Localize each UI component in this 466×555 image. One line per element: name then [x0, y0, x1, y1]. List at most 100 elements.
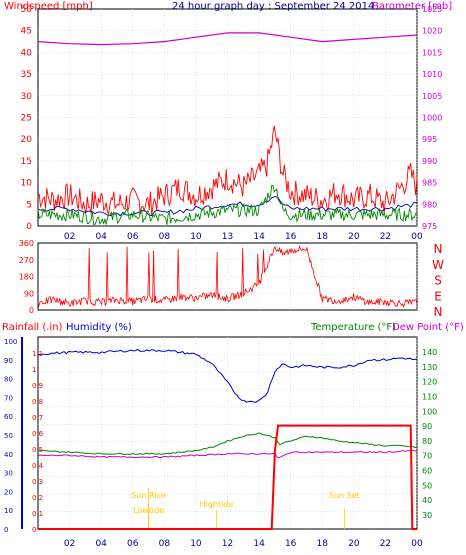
climate-x-tick: 02: [64, 539, 75, 549]
wind-y-tick: 25: [21, 114, 32, 124]
annotation-label: Sun Set: [329, 491, 360, 500]
compass-label: S: [434, 274, 442, 288]
wind-y-tick: 20: [21, 135, 33, 145]
climate-x-tick: 18: [317, 539, 329, 549]
baro-y-tick: 1010: [422, 70, 442, 79]
temp-y-tick: 140: [422, 348, 437, 357]
wind-x-tick: 00: [411, 232, 423, 242]
compass-label: N: [434, 305, 443, 319]
wind-x-tick: 18: [317, 232, 329, 242]
wind-x-tick: 04: [95, 232, 107, 242]
wind-x-tick: 20: [348, 232, 360, 242]
wind-x-tick: 13: [222, 232, 233, 242]
wind-x-tick: 14: [253, 232, 265, 242]
baro-y-tick: 980: [422, 200, 437, 209]
baro-y-tick: 1005: [422, 92, 442, 101]
humidity-y-tick: 20: [4, 488, 13, 496]
direction-y-tick: 270: [19, 256, 34, 265]
climate-x-tick: 06: [127, 539, 139, 549]
temp-y-tick: 50: [422, 481, 432, 490]
dewpoint-label: Dew Point (°F): [392, 322, 464, 333]
temp-y-tick: 130: [422, 363, 437, 372]
baro-y-tick: 975: [422, 222, 437, 231]
wind-y-tick: 5: [26, 200, 32, 210]
humidity-y-tick: 70: [4, 394, 13, 402]
wind-label: Windspeed [mph]: [4, 1, 93, 12]
temp-y-tick: 40: [422, 496, 432, 505]
humidity-y-tick: 30: [4, 470, 13, 478]
series-temperature: [37, 432, 418, 455]
graph-title: 24 hour graph day : September 24 2014: [172, 1, 374, 12]
rain-y-tick: 1.1: [32, 350, 43, 358]
direction-y-tick: 360: [19, 239, 34, 248]
wind-y-tick: 35: [21, 70, 32, 80]
series-direction: [37, 244, 418, 309]
annotation-label: Lowtide: [133, 506, 164, 515]
compass-label: N: [434, 242, 443, 256]
series-windspeed: [37, 125, 418, 216]
rain-y-tick: 0.3: [32, 478, 43, 486]
rain-y-tick: 0: [32, 526, 36, 534]
wind-y-tick: 45: [21, 27, 32, 37]
temp-y-tick: 90: [422, 422, 432, 431]
humidity-y-tick: 80: [4, 376, 13, 384]
direction-y-tick: 90: [24, 289, 34, 298]
temp-y-tick: 60: [422, 467, 432, 476]
temp-y-tick: 120: [422, 378, 437, 387]
baro-y-tick: 990: [422, 157, 437, 166]
temp-y-tick: 30: [422, 511, 432, 520]
wind-y-tick: 40: [21, 48, 33, 58]
climate-x-tick: 22: [380, 539, 391, 549]
wind-y-tick: 10: [21, 179, 33, 189]
compass-label: E: [434, 289, 442, 303]
climate-x-tick: 10: [190, 539, 202, 549]
wind-y-tick: 30: [21, 92, 33, 102]
baro-y-tick: 1000: [422, 114, 442, 123]
rain-y-tick: 0.5: [32, 446, 43, 454]
wind-x-tick: 08: [159, 232, 171, 242]
climate-x-tick: 16: [285, 539, 297, 549]
baro-y-tick: 985: [422, 179, 437, 188]
climate-x-tick: 14: [253, 539, 265, 549]
humidity-y-tick: 60: [4, 413, 13, 421]
humidity-y-tick: 0: [4, 526, 8, 534]
series-humidity: [37, 348, 418, 403]
rain-y-tick: 0.9: [32, 382, 43, 390]
wind-x-tick: 06: [127, 232, 139, 242]
humidity-label: Humidity (%): [66, 322, 132, 333]
barometer-label: Barometer [mb]: [372, 1, 452, 12]
humidity-y-tick: 10: [4, 507, 13, 515]
compass-label: W: [432, 258, 444, 272]
annotation-label: Sun Rise: [131, 491, 166, 500]
wind-y-tick: 50: [21, 5, 33, 15]
climate-x-tick: 00: [411, 539, 423, 549]
series-average: [37, 196, 418, 217]
wind-x-tick: 22: [380, 232, 391, 242]
climate-x-tick: 08: [159, 539, 171, 549]
humidity-y-tick: 90: [4, 357, 13, 365]
wind-y-tick: 15: [21, 157, 32, 167]
temp-y-tick: 80: [422, 437, 432, 446]
temp-y-tick: 100: [422, 407, 437, 416]
rainfall-label: Rainfall (.in): [2, 322, 63, 333]
humidity-y-tick: 40: [4, 451, 13, 459]
direction-y-tick: 180: [19, 273, 34, 282]
climate-x-tick: 04: [95, 539, 107, 549]
wind-x-tick: 02: [64, 232, 75, 242]
series-dew-point: [37, 450, 418, 459]
rain-y-tick: 0.4: [32, 462, 44, 470]
series-rainfall: [38, 424, 417, 530]
direction-y-tick: 0: [29, 306, 34, 315]
baro-y-tick: 995: [422, 135, 437, 144]
climate-x-tick: 12: [222, 539, 233, 549]
rain-y-tick: 0.8: [32, 398, 43, 406]
wind-x-tick: 16: [285, 232, 297, 242]
rain-y-tick: 0.1: [32, 510, 43, 518]
series-green: [37, 184, 418, 225]
annotation-label: Hightide: [200, 500, 234, 509]
humidity-y-tick: 50: [4, 432, 13, 440]
temperature-label: Temperature (°F): [310, 322, 396, 333]
rain-y-tick: 0.7: [32, 414, 43, 422]
wind-y-tick: 0: [26, 222, 32, 232]
